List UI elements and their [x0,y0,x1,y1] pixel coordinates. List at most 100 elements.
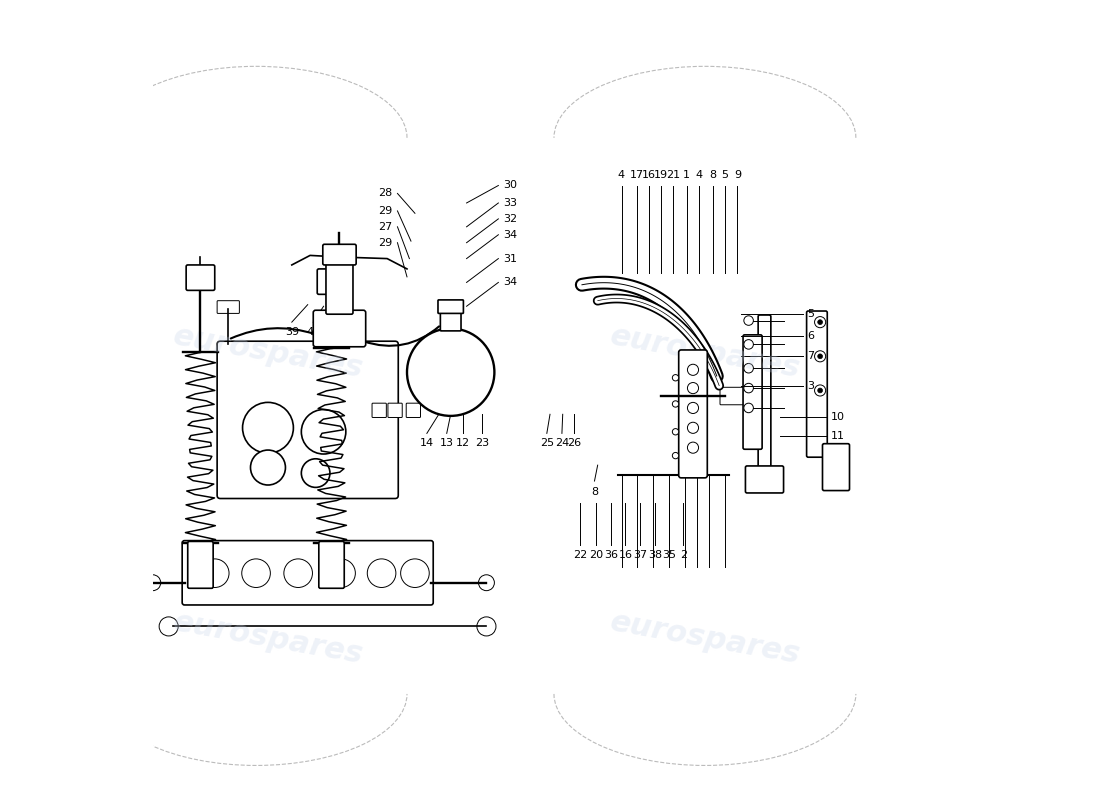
Circle shape [327,559,355,587]
Circle shape [334,338,344,347]
Text: eurospares: eurospares [607,322,802,383]
Circle shape [672,453,679,458]
Circle shape [407,329,494,416]
Circle shape [744,403,754,413]
Text: 24: 24 [554,438,569,448]
Text: 7: 7 [807,351,814,362]
FancyBboxPatch shape [744,335,762,450]
Text: 5: 5 [807,309,814,319]
Circle shape [744,383,754,393]
Circle shape [194,580,207,593]
Circle shape [817,388,823,393]
FancyBboxPatch shape [319,542,344,588]
Text: eurospares: eurospares [170,607,365,670]
Text: 31: 31 [503,254,517,263]
Circle shape [251,450,286,485]
FancyBboxPatch shape [823,444,849,490]
Text: 4: 4 [618,170,625,180]
Text: 19: 19 [654,170,669,180]
Circle shape [160,617,178,636]
Text: 13: 13 [440,438,453,448]
Circle shape [354,328,364,338]
Circle shape [688,422,698,434]
Circle shape [688,382,698,394]
Text: 1: 1 [683,170,690,180]
Circle shape [478,574,494,590]
FancyBboxPatch shape [440,310,461,331]
Circle shape [744,340,754,349]
Text: 30: 30 [503,181,517,190]
Text: 38: 38 [648,550,662,560]
Circle shape [672,429,679,435]
Circle shape [817,354,823,358]
Text: 14: 14 [420,438,433,448]
Text: 29: 29 [378,206,393,216]
FancyBboxPatch shape [438,300,463,314]
Text: 29: 29 [378,238,393,248]
Text: 25: 25 [540,438,554,448]
Circle shape [284,559,312,587]
FancyBboxPatch shape [314,310,365,346]
Text: 32: 32 [503,214,517,224]
Circle shape [243,402,294,454]
Circle shape [817,320,823,325]
Circle shape [301,410,345,454]
Text: 15: 15 [330,327,344,337]
Circle shape [688,402,698,414]
Text: 12: 12 [455,438,470,448]
Circle shape [400,559,429,587]
FancyBboxPatch shape [372,403,386,418]
FancyBboxPatch shape [183,541,433,605]
Text: 36: 36 [604,550,618,560]
Text: 16: 16 [618,550,632,560]
Circle shape [688,364,698,375]
Circle shape [242,559,271,587]
Circle shape [200,559,229,587]
Text: 35: 35 [662,550,676,560]
Circle shape [744,316,754,326]
FancyBboxPatch shape [388,403,403,418]
Text: 22: 22 [573,550,587,560]
FancyBboxPatch shape [322,244,356,265]
Circle shape [312,328,322,338]
Text: 40: 40 [306,327,320,337]
Text: 16: 16 [642,170,657,180]
Text: 3: 3 [807,381,814,390]
Text: eurospares: eurospares [607,607,802,670]
Circle shape [814,350,826,362]
Text: 4: 4 [696,170,703,180]
Circle shape [145,574,161,590]
Text: 8: 8 [591,487,598,498]
FancyBboxPatch shape [217,301,240,314]
Text: 34: 34 [503,230,517,240]
Text: 23: 23 [475,438,490,448]
Text: 17: 17 [630,170,645,180]
Text: eurospares: eurospares [170,322,365,383]
Circle shape [477,617,496,636]
Circle shape [814,317,826,328]
FancyBboxPatch shape [720,387,746,405]
Text: 26: 26 [566,438,581,448]
Circle shape [814,385,826,396]
Text: 33: 33 [503,198,517,208]
Circle shape [688,442,698,454]
FancyBboxPatch shape [326,262,353,314]
Circle shape [672,374,679,381]
FancyBboxPatch shape [806,311,827,457]
Circle shape [326,580,338,593]
FancyBboxPatch shape [186,265,214,290]
Text: 20: 20 [588,550,603,560]
Text: 8: 8 [710,170,716,180]
Text: 21: 21 [667,170,680,180]
FancyBboxPatch shape [679,350,707,478]
FancyBboxPatch shape [317,269,345,294]
Circle shape [672,401,679,407]
FancyBboxPatch shape [217,342,398,498]
Text: 2: 2 [680,550,688,560]
Text: 28: 28 [378,189,393,198]
Text: 27: 27 [378,222,393,232]
FancyBboxPatch shape [758,315,771,473]
Text: 6: 6 [807,331,814,342]
Circle shape [744,363,754,373]
Circle shape [301,458,330,487]
